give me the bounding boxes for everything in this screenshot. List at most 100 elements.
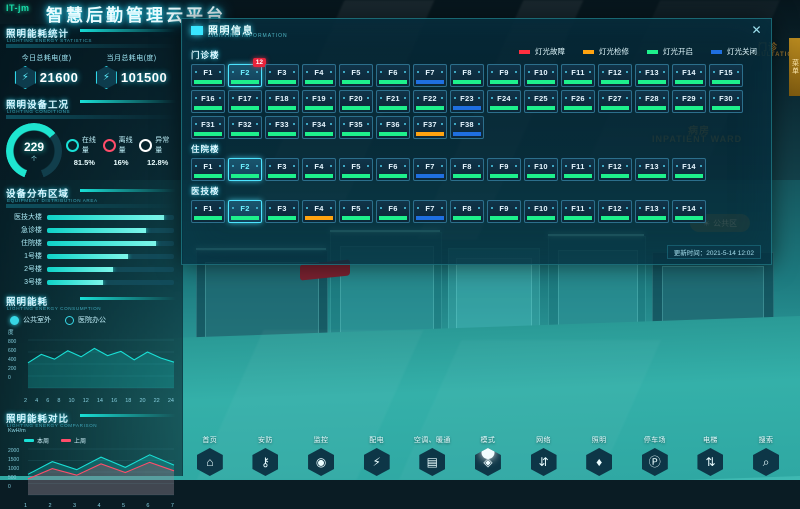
floor-cell[interactable]: F2 — [228, 158, 262, 181]
floor-cell[interactable]: F14 — [672, 200, 706, 223]
hvac-icon[interactable]: ▤ — [419, 448, 446, 476]
floor-cell[interactable]: F33 — [265, 116, 299, 139]
floor-cell[interactable]: F2 — [228, 200, 262, 223]
panel-energy-chart: 照明能耗 LIGHTING ENERGY CONSUMPTION 公共室外 医院… — [6, 292, 176, 404]
right-side-tab[interactable]: 菜单 — [789, 38, 800, 96]
nav-item-security[interactable]: 安防 ⚷ — [241, 435, 289, 476]
nav-item-light[interactable]: 照明 ♦ — [575, 435, 623, 476]
camera-icon[interactable]: ◉ — [308, 448, 335, 476]
light-icon[interactable]: ♦ — [586, 448, 613, 476]
floor-cell[interactable]: F12 — [598, 200, 632, 223]
floor-cell[interactable]: F29 — [672, 90, 706, 113]
floor-cell-status-bar — [305, 80, 333, 84]
floor-cell[interactable]: F25 — [524, 90, 558, 113]
floor-cell[interactable]: F28 — [635, 90, 669, 113]
floor-cell[interactable]: F9 — [487, 64, 521, 87]
nav-item-mode[interactable]: 模式 ◈ — [464, 435, 512, 476]
floor-cell[interactable]: F10 — [524, 158, 558, 181]
floor-cell[interactable]: F34 — [302, 116, 336, 139]
network-icon[interactable]: ⇵ — [530, 448, 557, 476]
floor-cell[interactable]: F11 — [561, 200, 595, 223]
floor-cell[interactable]: F16 — [191, 90, 225, 113]
floor-cell[interactable]: F23 — [450, 90, 484, 113]
floor-cell[interactable]: F26 — [561, 90, 595, 113]
distribution-bar-row: 住院楼 — [8, 238, 174, 248]
floor-cell[interactable]: F4 — [302, 158, 336, 181]
floor-cell[interactable]: F7 — [413, 200, 447, 223]
floor-cell-status-bar — [675, 80, 703, 84]
floor-cell[interactable]: F20 — [339, 90, 373, 113]
parking-icon[interactable]: Ⓟ — [641, 448, 668, 476]
floor-cell[interactable]: F1 — [191, 158, 225, 181]
floor-cell[interactable]: F18 — [265, 90, 299, 113]
floor-cell[interactable]: F10 — [524, 200, 558, 223]
floor-cell-status-bar — [564, 106, 592, 110]
floor-cell[interactable]: F15 — [709, 64, 743, 87]
floor-cell[interactable]: F11 — [561, 158, 595, 181]
floor-cell[interactable]: F5 — [339, 158, 373, 181]
nav-item-parking[interactable]: 停车场 Ⓟ — [631, 435, 679, 476]
floor-cell[interactable]: F2 12 — [228, 58, 266, 87]
floor-cell[interactable]: F14 — [672, 158, 706, 181]
search-icon[interactable]: ⌕ — [753, 448, 780, 476]
floor-cell[interactable]: F12 — [598, 158, 632, 181]
floor-cell[interactable]: F4 — [302, 200, 336, 223]
power-icon[interactable]: ⚡ — [363, 448, 390, 476]
floor-cell[interactable]: F8 — [450, 158, 484, 181]
floor-cell[interactable]: F38 — [450, 116, 484, 139]
floor-cell[interactable]: F6 — [376, 158, 410, 181]
floor-cell[interactable]: F3 — [265, 64, 299, 87]
mode-icon-glyph: ◈ — [483, 455, 493, 469]
close-icon[interactable]: ✕ — [751, 23, 762, 37]
floor-cell[interactable]: F27 — [598, 90, 632, 113]
security-icon[interactable]: ⚷ — [252, 448, 279, 476]
floor-cell[interactable]: F21 — [376, 90, 410, 113]
floor-cell[interactable]: F19 — [302, 90, 336, 113]
floor-cell[interactable]: F1 — [191, 200, 225, 223]
nav-item-home[interactable]: 首页 ⌂ — [186, 435, 234, 476]
floor-cell[interactable]: F11 — [561, 64, 595, 87]
floor-cell[interactable]: F37 — [413, 116, 447, 139]
floor-cell[interactable]: F9 — [487, 158, 521, 181]
elevator-icon[interactable]: ⇅ — [697, 448, 724, 476]
nav-item-hvac[interactable]: 空调、暖通 ▤ — [408, 435, 456, 476]
floor-cell[interactable]: F14 — [672, 64, 706, 87]
floor-cell[interactable]: F3 — [265, 200, 299, 223]
nav-item-elevator[interactable]: 电梯 ⇅ — [686, 435, 734, 476]
floor-cell[interactable]: F17 — [228, 90, 262, 113]
nav-item-network[interactable]: 网络 ⇵ — [520, 435, 568, 476]
floor-cell[interactable]: F6 — [376, 200, 410, 223]
floor-cell[interactable]: F7 — [413, 64, 447, 87]
floor-cell[interactable]: F36 — [376, 116, 410, 139]
floor-cell[interactable]: F5 — [339, 64, 373, 87]
floor-cell[interactable]: F10 — [524, 64, 558, 87]
floor-cell[interactable]: F32 — [228, 116, 262, 139]
floor-cell[interactable]: F4 — [302, 64, 336, 87]
radio-hospital-office[interactable]: 医院办公 — [65, 315, 106, 325]
cell-dot-icon — [195, 123, 197, 125]
floor-cell[interactable]: F22 — [413, 90, 447, 113]
floor-cell[interactable]: F30 — [709, 90, 743, 113]
cell-dot-icon — [269, 71, 271, 73]
floor-cell[interactable]: F1 — [191, 64, 225, 87]
nav-item-camera[interactable]: 监控 ◉ — [297, 435, 345, 476]
nav-item-power[interactable]: 配电 ⚡ — [353, 435, 401, 476]
floor-cell[interactable]: F13 — [635, 200, 669, 223]
home-icon[interactable]: ⌂ — [196, 448, 223, 476]
floor-cell[interactable]: F12 — [598, 64, 632, 87]
floor-cell[interactable]: F31 — [191, 116, 225, 139]
floor-cell[interactable]: F5 — [339, 200, 373, 223]
floor-cell[interactable]: F3 — [265, 158, 299, 181]
floor-cell[interactable]: F13 — [635, 158, 669, 181]
floor-cell[interactable]: F6 — [376, 64, 410, 87]
floor-cell[interactable]: F24 — [487, 90, 521, 113]
radio-public-outdoor[interactable]: 公共室外 — [10, 315, 51, 325]
mode-icon[interactable]: ◈ — [474, 448, 501, 476]
floor-cell[interactable]: F35 — [339, 116, 373, 139]
floor-cell[interactable]: F9 — [487, 200, 521, 223]
floor-cell[interactable]: F13 — [635, 64, 669, 87]
floor-cell[interactable]: F8 — [450, 64, 484, 87]
nav-item-search[interactable]: 搜索 ⌕ — [742, 435, 790, 476]
floor-cell[interactable]: F7 — [413, 158, 447, 181]
floor-cell[interactable]: F8 — [450, 200, 484, 223]
